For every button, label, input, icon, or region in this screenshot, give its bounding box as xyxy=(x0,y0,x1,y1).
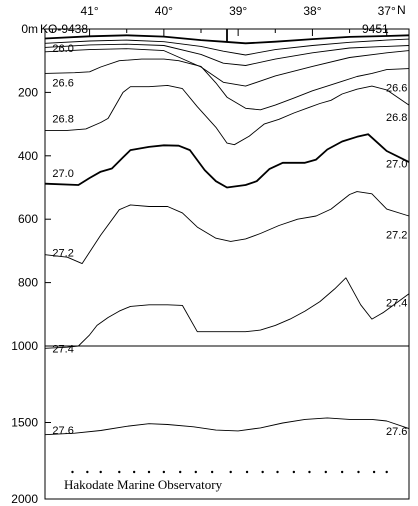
isopycnal-line xyxy=(44,34,410,45)
isopycnal-line xyxy=(44,133,410,189)
depth-tick-label: 2000 xyxy=(11,492,38,506)
depth-tick-label: 0m xyxy=(21,22,38,36)
isopycnal-line xyxy=(44,38,410,56)
stations-layer xyxy=(71,470,388,474)
lat-tick-label: 39° xyxy=(229,4,247,18)
ticks-layer: 41° 40° 39° 38° 37° 0m 200 400 600 800 1000 1500 200… xyxy=(11,4,396,506)
station-marker xyxy=(229,470,232,474)
station-marker xyxy=(194,470,197,474)
lat-tick-label: 37° xyxy=(378,4,396,18)
depth-tick-label: 400 xyxy=(18,149,38,163)
contour-label-right: 26.8 xyxy=(386,112,407,124)
right-station-label: 9451 xyxy=(362,22,389,36)
contour-label-right: 26.6 xyxy=(386,83,407,95)
station-marker xyxy=(162,470,166,474)
station-marker xyxy=(385,470,388,474)
station-marker xyxy=(292,470,296,474)
station-marker xyxy=(71,470,74,474)
station-marker xyxy=(210,470,214,474)
lat-tick-label: 38° xyxy=(303,4,321,18)
station-marker xyxy=(132,470,136,474)
isopycnal-line xyxy=(44,48,410,87)
contour-label: 26.6 xyxy=(52,77,73,89)
lat-tick-label: 40° xyxy=(155,4,173,18)
contours-layer xyxy=(44,29,410,436)
contour-label-right: 27.0 xyxy=(386,159,407,171)
contour-label: 26.0 xyxy=(52,43,73,55)
depth-tick-label: 1000 xyxy=(11,339,38,353)
station-marker xyxy=(147,470,151,474)
contour-label: 27.4 xyxy=(52,343,73,355)
station-marker xyxy=(99,470,102,474)
depth-tick-label: 1500 xyxy=(11,416,38,430)
contour-label: 27.2 xyxy=(52,247,73,259)
station-marker xyxy=(261,470,264,474)
station-marker xyxy=(86,470,89,474)
isopycnal-line xyxy=(44,58,410,111)
contour-label: 26.8 xyxy=(52,113,73,125)
isopycnal-line xyxy=(44,191,410,265)
contour-label: 27.0 xyxy=(52,168,73,180)
station-marker xyxy=(340,470,344,474)
station-marker xyxy=(276,470,279,474)
plot-frame xyxy=(44,28,410,500)
station-marker xyxy=(245,470,249,474)
labels-layer: 26.0 26.6 26.8 27.0 27.2 27.4 27.6 26.6 26.8 27.0… xyxy=(52,43,407,438)
isopycnal-line xyxy=(44,43,410,66)
contour-label: 27.6 xyxy=(52,425,73,437)
lat-unit-label: N xyxy=(397,3,406,17)
credit-text: Hakodate Marine Observatory xyxy=(64,477,223,492)
depth-tick-label: 600 xyxy=(18,212,38,226)
station-marker xyxy=(179,470,182,474)
station-marker xyxy=(357,470,360,474)
depth-tick-label: 200 xyxy=(18,85,38,99)
isopycnal-line xyxy=(45,84,410,146)
station-marker xyxy=(118,470,121,474)
lat-tick-label: 41° xyxy=(80,4,98,18)
station-marker xyxy=(372,470,376,474)
isopycnal-line xyxy=(44,277,410,349)
contour-label-right: 27.2 xyxy=(386,229,407,241)
contour-label-right: 27.4 xyxy=(386,298,407,310)
contour-label-right: 27.6 xyxy=(386,426,407,438)
depth-tick-label: 800 xyxy=(18,276,38,290)
station-marker xyxy=(324,470,327,474)
station-marker xyxy=(308,470,311,474)
isopycnal-line xyxy=(44,417,410,436)
